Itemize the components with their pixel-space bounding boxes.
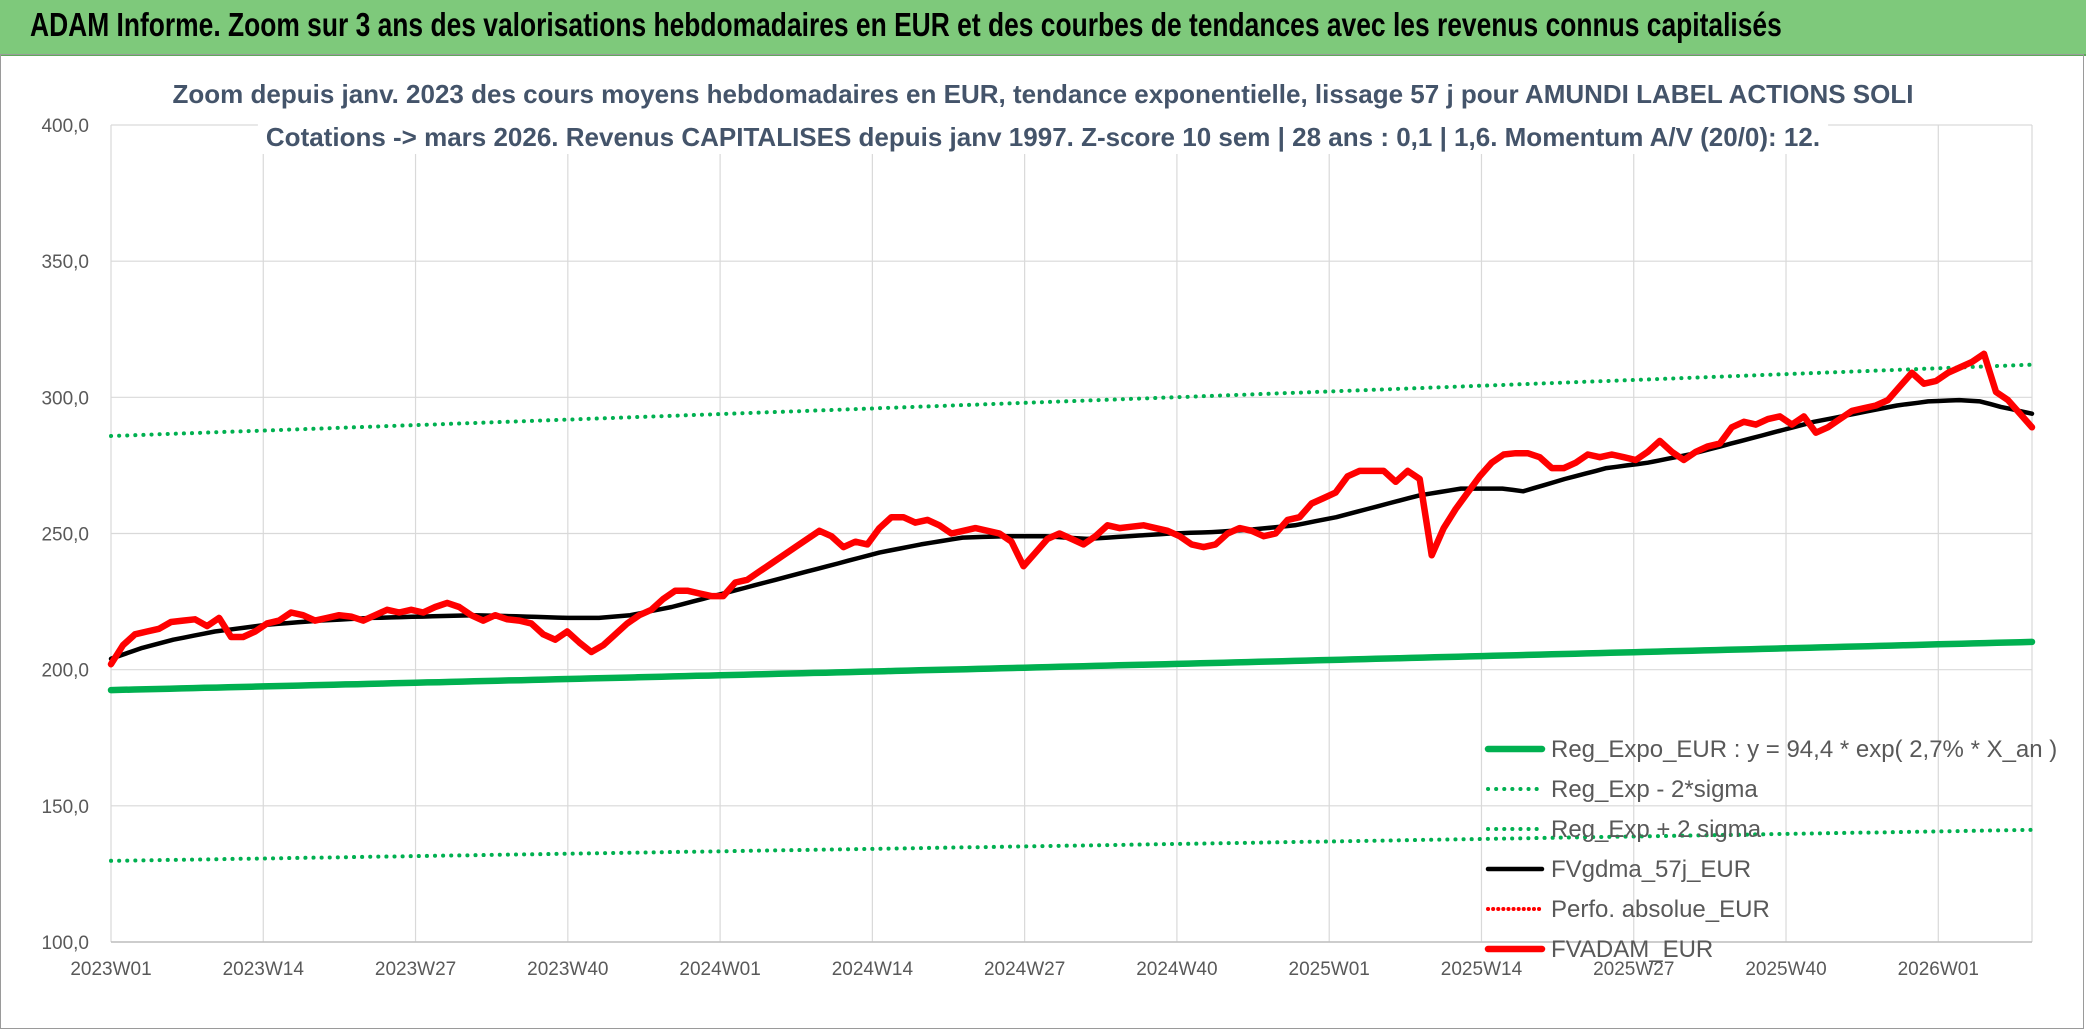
x-tick-label: 2024W14: [832, 959, 914, 980]
chart-frame: 100,0 150,0 200,0 250,0 300,0 350,0 400,0 2023W…: [0, 54, 2084, 1029]
x-tick-label: 2025W01: [1289, 959, 1370, 980]
subtitle-background: [257, 120, 1829, 154]
axis-layer: 100,0 150,0 200,0 250,0 300,0 350,0 400,0 2023W…: [41, 116, 2032, 980]
series-layer: [107, 350, 2036, 863]
report-title: ADAM Informe. Zoom sur 3 ans des valoris…: [30, 6, 1782, 43]
y-tick-label: 200,0: [41, 661, 89, 682]
y-tick-label: 150,0: [41, 797, 89, 818]
legend-label: FVADAM_EUR: [1551, 936, 1713, 963]
legend-label: Reg_Expo_EUR : y = 94,4 * exp( 2,7% * X_…: [1551, 736, 2057, 763]
x-tick-label: 2025W40: [1745, 959, 1826, 980]
y-tick-label: 250,0: [41, 525, 89, 546]
x-tick-label: 2025W14: [1441, 959, 1523, 980]
x-tick-label: 2023W40: [527, 959, 608, 980]
series-line-3: [108, 397, 2035, 662]
y-tick-label: 300,0: [41, 388, 89, 409]
x-tick-label: 2023W01: [70, 959, 151, 980]
series-line-5: [107, 350, 2036, 668]
legend-label: Reg_Exp + 2 sigma: [1551, 816, 1762, 843]
x-tick-label: 2023W14: [223, 959, 305, 980]
x-tick-label: 2024W40: [1136, 959, 1217, 980]
line-chart: 100,0 150,0 200,0 250,0 300,0 350,0 400,0 2023W…: [41, 77, 2057, 980]
x-tick-label: 2024W27: [984, 959, 1065, 980]
legend-label: Perfo. absolue_EUR: [1551, 896, 1770, 923]
y-tick-label: 350,0: [41, 252, 89, 273]
legend-label: Reg_Exp - 2*sigma: [1551, 776, 1758, 803]
y-tick-label: 100,0: [41, 933, 89, 954]
x-tick-label: 2023W27: [375, 959, 456, 980]
chart-subtitle: Cotations -> mars 2026. Revenus CAPITALI…: [266, 122, 1820, 152]
legend-label: FVgdma_57j_EUR: [1551, 856, 1751, 883]
x-tick-label: 2024W01: [679, 959, 760, 980]
x-tick-label: 2026W01: [1898, 959, 1979, 980]
series-line-2: [109, 362, 2034, 438]
report-header: ADAM Informe. Zoom sur 3 ans des valoris…: [0, 0, 2086, 56]
y-tick-label: 400,0: [41, 116, 89, 137]
x-tick-label: 2025W27: [1593, 959, 1674, 980]
legend: Reg_Expo_EUR : y = 94,4 * exp( 2,7% * X_…: [1484, 736, 2057, 963]
title-background: [164, 77, 1922, 111]
chart-title: Zoom depuis janv. 2023 des cours moyens …: [173, 79, 1914, 109]
series-line-0: [107, 638, 2036, 694]
